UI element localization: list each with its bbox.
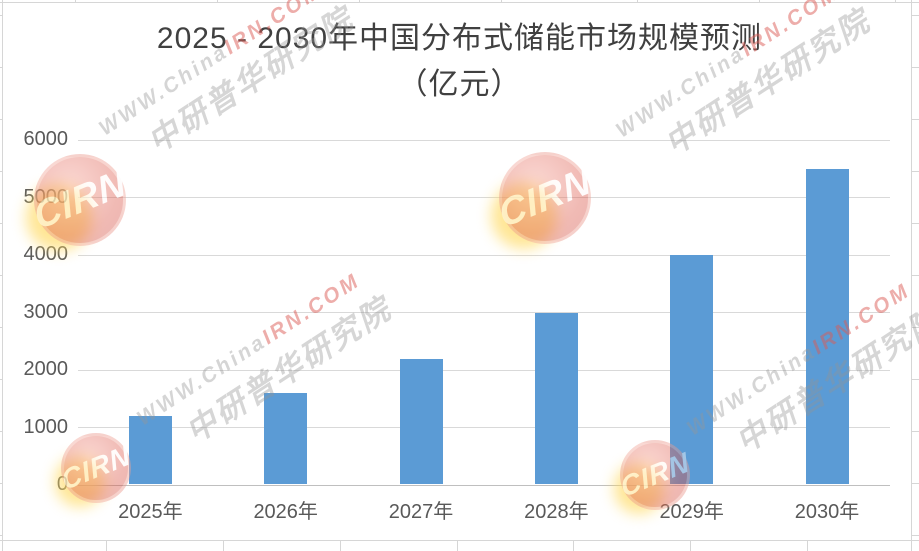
sheet-gridline (0, 540, 919, 541)
x-tick-label-2029年: 2029年 (659, 501, 724, 523)
sheet-gridline (0, 327, 3, 328)
bar-2029年 (670, 255, 714, 484)
x-tick-label-2026年: 2026年 (253, 501, 318, 523)
sheet-gridline (807, 540, 808, 551)
sheet-gridline (911, 483, 919, 484)
y-tick-label-1000: 1000 (23, 415, 69, 438)
plot-area (78, 139, 890, 486)
sheet-gridline (911, 327, 919, 328)
sheet-gridline (911, 275, 919, 276)
sheet-gridline (895, 0, 896, 3)
sheet-gridline (223, 540, 224, 551)
sheet-gridline (457, 540, 458, 551)
gridline-4000 (78, 254, 890, 256)
gridline-0 (78, 484, 890, 486)
bar-2026年 (264, 393, 308, 484)
sheet-gridline (573, 540, 574, 551)
y-tick-label-2000: 2000 (23, 358, 69, 380)
x-tick-label-2030年: 2030年 (794, 501, 860, 523)
y-tick-label-5000: 5000 (23, 185, 69, 208)
sheet-gridline (690, 540, 691, 551)
chart-title-line2: （亿元） (397, 68, 522, 101)
gridline-3000 (78, 312, 890, 313)
sheet-gridline (911, 171, 919, 172)
sheet-gridline (0, 67, 3, 68)
gridline-1000 (78, 427, 890, 428)
sheet-gridline (911, 119, 919, 120)
y-tick-label-6000: 6000 (23, 128, 69, 150)
sheet-gridline (75, 0, 76, 3)
sheet-gridline (637, 0, 638, 3)
bar-2028年 (534, 312, 578, 484)
chart-title: 2025 - 2030年中国分布式储能市场规模预测 （亿元） (0, 16, 919, 108)
sheet-gridline (0, 119, 3, 120)
sheet-gridline (0, 171, 3, 172)
y-tick-label-0: 0 (56, 473, 68, 495)
sheet-gridline (0, 275, 3, 276)
sheet-gridline (911, 535, 919, 536)
sheet-gridline (911, 431, 919, 432)
x-tick-label-2027年: 2027年 (388, 501, 454, 523)
sheet-gridline (759, 0, 760, 3)
sheet-gridline (0, 483, 3, 484)
sheet-gridline (217, 0, 218, 3)
gridline-6000 (78, 139, 890, 141)
y-tick-label-3000: 3000 (23, 300, 69, 323)
bar-2025年 (128, 416, 172, 484)
sheet-gridline (501, 0, 502, 3)
sheet-gridline (0, 379, 3, 380)
sheet-gridline (911, 223, 919, 224)
sheet-gridline (0, 2, 919, 3)
gridline-2000 (78, 369, 890, 371)
sheet-gridline (911, 379, 919, 380)
sheet-gridline (0, 431, 3, 432)
bar-2030年 (805, 168, 849, 484)
x-tick-label-2025年: 2025年 (118, 501, 183, 523)
sheet-gridline (911, 67, 919, 68)
sheet-gridline (0, 15, 3, 16)
x-tick-label-2028年: 2028年 (524, 501, 589, 523)
sheet-gridline (0, 535, 3, 536)
sheet-gridline (911, 15, 919, 16)
sheet-gridline (359, 0, 360, 3)
gridline-5000 (78, 197, 890, 198)
sheet-gridline (0, 223, 3, 224)
bar-2027年 (399, 358, 443, 484)
chart-title-line1: 2025 - 2030年中国分布式储能市场规模预测 (156, 22, 763, 55)
sheet-gridline (340, 540, 341, 551)
y-tick-label-4000: 4000 (23, 243, 69, 265)
sheet-gridline (106, 540, 107, 551)
